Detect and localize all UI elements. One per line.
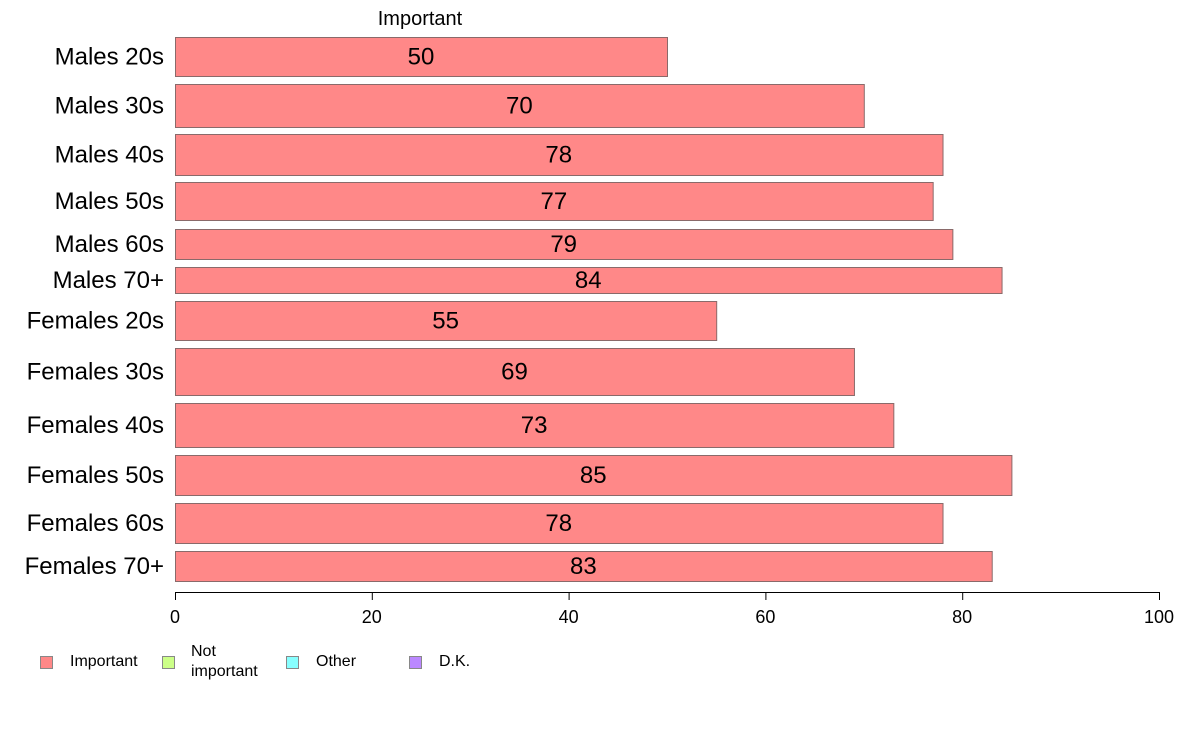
legend-label: Other <box>316 653 357 670</box>
x-tick-label: 20 <box>362 607 382 627</box>
legend-swatch <box>40 655 53 669</box>
data-label: 77 <box>540 188 567 215</box>
x-tick-label: 60 <box>755 607 775 627</box>
data-label: 70 <box>506 93 533 120</box>
category-label: Females 60s <box>27 510 164 537</box>
data-label: 55 <box>432 308 459 335</box>
x-axis: 0 20 40 60 80 100 <box>170 592 1174 627</box>
legend-item: Important <box>40 652 138 672</box>
category-label: Males 60s <box>55 231 164 258</box>
data-label: 50 <box>408 44 435 71</box>
data-label: 85 <box>580 462 607 489</box>
bar <box>175 182 934 221</box>
category-label: Males 20s <box>55 44 164 71</box>
category-label: Females 70+ <box>25 553 164 580</box>
bar <box>175 37 668 77</box>
legend-item: D.K. <box>409 652 470 672</box>
data-label: 84 <box>575 267 602 294</box>
data-label: 69 <box>501 359 528 386</box>
category-label: Males 70+ <box>53 267 164 294</box>
category-label: Males 30s <box>55 93 164 120</box>
category-label: Females 40s <box>27 412 164 439</box>
legend-label: Not important <box>191 643 258 680</box>
bar <box>175 301 718 341</box>
data-label: 83 <box>570 553 597 580</box>
legend: Important Not important Other D.K. <box>40 642 640 684</box>
category-label: Females 20s <box>27 308 164 335</box>
bar <box>175 267 1003 294</box>
legend-label: D.K. <box>439 653 471 670</box>
legend-item: Other <box>286 652 356 672</box>
legend-swatch <box>409 655 422 669</box>
bars-group: Males 20s 50 Males 30s 70 Males 40s 78 Males 5… <box>25 37 1013 582</box>
bar <box>175 455 1013 496</box>
x-tick-label: 100 <box>1144 607 1174 627</box>
bar <box>175 503 944 544</box>
category-label: Females 30s <box>27 359 164 386</box>
legend-item: Not important <box>162 642 258 682</box>
bar <box>175 348 855 396</box>
data-label: 78 <box>545 142 572 169</box>
category-label: Females 50s <box>27 462 164 489</box>
bar <box>175 551 993 582</box>
bar <box>175 134 944 176</box>
legend-swatch <box>286 655 299 669</box>
x-tick-label: 80 <box>952 607 972 627</box>
bar <box>175 229 954 260</box>
column-title: Important <box>378 8 463 30</box>
x-tick-label: 40 <box>559 607 579 627</box>
legend-label: Important <box>70 653 138 670</box>
x-tick-label: 0 <box>170 607 180 627</box>
bar <box>175 403 895 448</box>
category-label: Males 50s <box>55 188 164 215</box>
bar <box>175 84 865 128</box>
data-label: 73 <box>521 412 548 439</box>
legend-swatch <box>162 655 175 669</box>
data-label: 79 <box>550 231 577 258</box>
category-label: Males 40s <box>55 142 164 169</box>
data-label: 78 <box>545 510 572 537</box>
